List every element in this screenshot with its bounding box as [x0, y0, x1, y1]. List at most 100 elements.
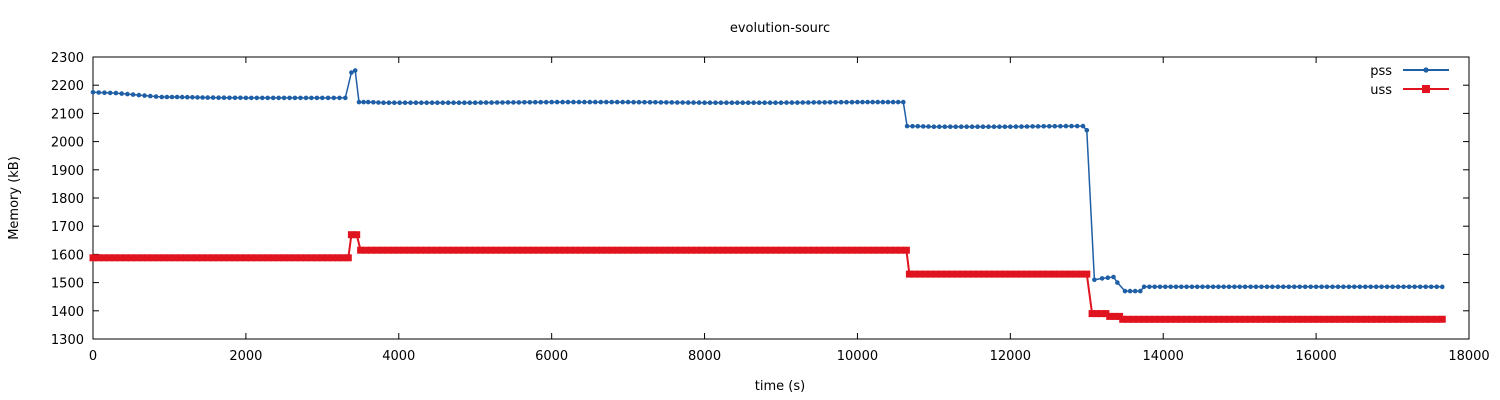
y-tick-label: 1600	[51, 248, 84, 263]
point-pss	[352, 68, 358, 73]
point-pss	[636, 99, 642, 105]
y-tick-label: 1400	[51, 305, 84, 320]
point-pss	[1226, 284, 1232, 290]
point-pss	[642, 99, 647, 105]
point-pss	[136, 92, 142, 98]
point-pss	[314, 95, 320, 101]
point-pss	[320, 95, 325, 101]
point-uss	[242, 254, 250, 262]
point-uss	[339, 254, 347, 262]
point-uss	[492, 246, 500, 254]
point-pss	[1132, 288, 1138, 294]
point-pss	[381, 100, 386, 105]
point-pss	[1412, 284, 1417, 290]
point-pss	[1194, 284, 1200, 290]
point-pss	[926, 124, 931, 129]
point-uss	[1106, 312, 1114, 320]
point-uss	[677, 246, 685, 254]
point-uss	[1257, 315, 1265, 323]
point-uss	[821, 246, 829, 254]
point-pss	[865, 99, 870, 105]
point-pss	[195, 95, 200, 100]
point-pss	[969, 124, 975, 129]
point-pss	[1058, 123, 1063, 129]
point-uss	[471, 246, 479, 254]
point-pss	[254, 95, 260, 101]
point-uss	[100, 254, 108, 262]
point-uss	[1304, 315, 1312, 323]
point-uss	[1111, 312, 1119, 320]
point-uss	[730, 246, 738, 254]
point-uss	[1273, 315, 1281, 323]
point-uss	[1214, 315, 1222, 323]
point-pss	[870, 99, 875, 105]
point-pss	[402, 100, 408, 105]
point-uss	[635, 246, 643, 254]
point-pss	[593, 99, 598, 105]
point-uss	[1394, 315, 1402, 323]
y-tick-label: 2200	[51, 79, 84, 94]
point-uss	[545, 246, 553, 254]
point-pss	[937, 124, 942, 129]
point-pss	[800, 100, 806, 105]
point-uss	[318, 254, 326, 262]
x-tick-label: 16000	[1295, 349, 1336, 364]
point-pss	[773, 100, 778, 105]
point-uss	[1145, 315, 1153, 323]
point-pss	[875, 99, 881, 105]
point-uss	[837, 246, 845, 254]
point-pss	[429, 100, 435, 105]
point-pss	[664, 100, 669, 105]
point-uss	[1050, 270, 1058, 278]
x-tick-label: 4000	[382, 349, 415, 364]
point-pss	[707, 100, 713, 105]
point-uss	[508, 246, 516, 254]
point-uss	[921, 270, 929, 278]
point-pss	[462, 100, 467, 105]
point-pss	[1390, 284, 1395, 290]
point-uss	[291, 254, 299, 262]
point-pss	[1368, 284, 1373, 290]
point-uss	[1140, 315, 1148, 323]
point-pss	[270, 95, 276, 101]
point-pss	[1138, 288, 1143, 294]
point-uss	[487, 246, 495, 254]
point-pss	[1406, 284, 1412, 290]
point-uss	[433, 246, 441, 254]
point-pss	[210, 95, 216, 100]
point-pss	[164, 94, 170, 100]
point-uss	[209, 254, 217, 262]
point-uss	[1119, 315, 1127, 323]
point-pss	[855, 99, 860, 105]
point-pss	[533, 99, 538, 105]
point-uss	[735, 246, 743, 254]
point-uss	[362, 246, 370, 254]
point-pss	[1401, 284, 1406, 290]
point-uss	[1017, 270, 1025, 278]
point-pss	[1330, 284, 1335, 290]
point-pss	[408, 100, 413, 105]
point-pss	[1324, 284, 1330, 290]
point-pss	[1216, 284, 1221, 290]
y-tick-label: 1900	[51, 164, 84, 179]
point-uss	[767, 246, 774, 254]
point-pss	[1052, 123, 1058, 129]
point-pss	[1292, 284, 1297, 290]
chart-title: evolution-sourc	[730, 21, 830, 36]
point-pss	[1184, 284, 1189, 290]
point-uss	[709, 246, 716, 254]
point-pss	[806, 100, 811, 105]
point-uss	[1325, 315, 1333, 323]
point-uss	[155, 254, 162, 262]
point-uss	[969, 270, 977, 278]
point-uss	[593, 246, 600, 254]
point-uss	[932, 270, 940, 278]
point-uss	[513, 246, 521, 254]
point-uss	[964, 270, 972, 278]
point-pss	[675, 100, 680, 105]
point-pss	[718, 100, 724, 105]
point-pss	[1041, 124, 1046, 129]
point-pss	[456, 100, 462, 105]
point-pss	[538, 99, 543, 105]
point-pss	[96, 90, 101, 95]
